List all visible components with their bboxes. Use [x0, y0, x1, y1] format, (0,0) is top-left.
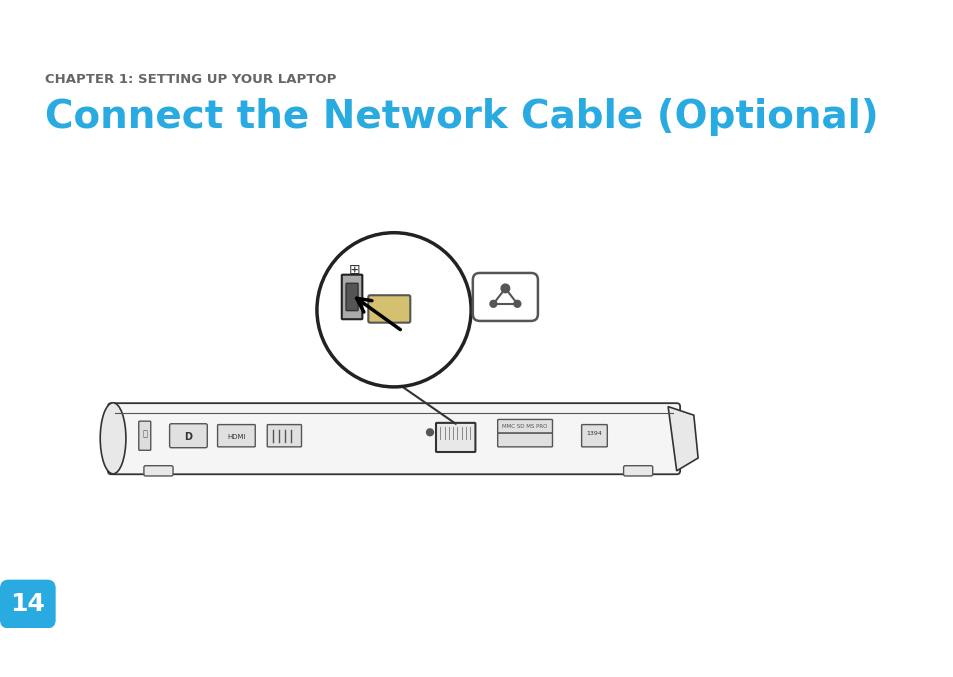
FancyBboxPatch shape: [144, 466, 172, 476]
Text: 1394: 1394: [586, 431, 601, 437]
FancyBboxPatch shape: [341, 275, 362, 320]
Text: ⊞: ⊞: [349, 263, 360, 278]
FancyBboxPatch shape: [267, 424, 301, 447]
Text: MMC SD MS PRO: MMC SD MS PRO: [502, 424, 547, 429]
Ellipse shape: [100, 403, 126, 474]
FancyBboxPatch shape: [368, 295, 410, 323]
FancyBboxPatch shape: [473, 273, 537, 321]
Text: 14: 14: [10, 592, 45, 615]
Text: D: D: [184, 433, 193, 443]
Circle shape: [426, 429, 433, 436]
Text: 🔒: 🔒: [142, 429, 147, 438]
Circle shape: [514, 301, 520, 307]
FancyBboxPatch shape: [170, 424, 207, 447]
FancyBboxPatch shape: [108, 403, 679, 475]
Text: Connect the Network Cable (Optional): Connect the Network Cable (Optional): [45, 98, 878, 136]
Polygon shape: [667, 407, 698, 471]
FancyBboxPatch shape: [436, 423, 475, 452]
FancyBboxPatch shape: [497, 433, 552, 447]
FancyBboxPatch shape: [497, 420, 552, 433]
FancyBboxPatch shape: [217, 424, 255, 447]
Text: CHAPTER 1: SETTING UP YOUR LAPTOP: CHAPTER 1: SETTING UP YOUR LAPTOP: [45, 72, 335, 85]
Text: HDMI: HDMI: [227, 435, 246, 441]
Circle shape: [500, 284, 509, 292]
FancyBboxPatch shape: [581, 424, 607, 447]
FancyBboxPatch shape: [623, 466, 652, 476]
FancyBboxPatch shape: [0, 580, 55, 628]
Circle shape: [316, 233, 471, 387]
FancyBboxPatch shape: [346, 283, 357, 311]
Circle shape: [490, 301, 497, 307]
FancyBboxPatch shape: [138, 421, 151, 450]
